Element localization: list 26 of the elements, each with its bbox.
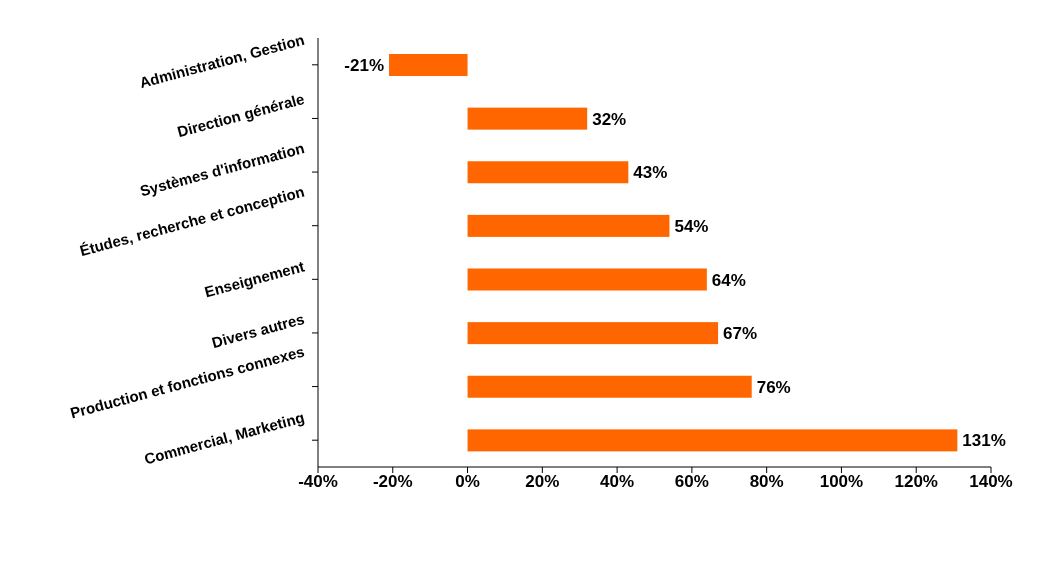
data-label: -21% [344, 56, 385, 76]
bar [467, 375, 752, 398]
data-label: 43% [633, 163, 668, 183]
data-label: 64% [711, 270, 746, 290]
x-tick-label: 20% [525, 472, 560, 492]
bar [467, 429, 958, 452]
x-tick-label: 80% [749, 472, 784, 492]
x-tick-label: 40% [600, 472, 635, 492]
x-tick-label: 140% [969, 472, 1013, 492]
bar [467, 161, 629, 184]
x-tick-label: -40% [298, 472, 338, 492]
data-label: 32% [592, 109, 627, 129]
x-tick-label: -20% [372, 472, 413, 492]
bar [467, 214, 670, 237]
bar [467, 268, 707, 291]
data-label: 67% [723, 324, 758, 344]
bar [467, 322, 719, 345]
x-tick-label: 0% [455, 472, 480, 492]
x-tick-label: 100% [819, 472, 864, 492]
bar [467, 107, 588, 130]
data-label: 76% [756, 377, 791, 397]
data-label: 54% [674, 216, 709, 236]
x-tick-label: 120% [894, 472, 938, 492]
x-tick-label: 60% [674, 472, 709, 492]
bar [389, 54, 468, 76]
data-label: 131% [962, 431, 1006, 451]
